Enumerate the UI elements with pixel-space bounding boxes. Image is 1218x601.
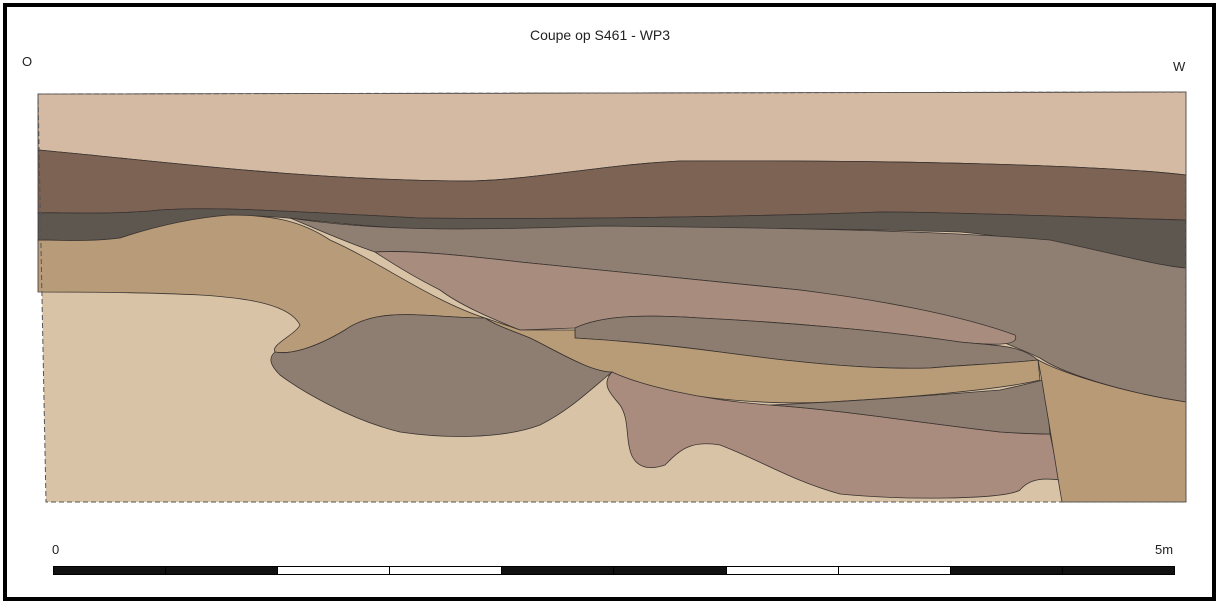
orientation-left-label: O bbox=[22, 54, 33, 69]
scale-bar-segment bbox=[726, 567, 839, 574]
orientation-right-label: W bbox=[1173, 59, 1186, 74]
scale-bar-segment bbox=[614, 567, 727, 574]
scale-bar-segment bbox=[278, 567, 391, 574]
scale-bar-segment bbox=[54, 567, 167, 574]
section-title: Coupe op S461 - WP3 bbox=[529, 27, 671, 43]
tan-right-block bbox=[1037, 359, 1187, 503]
section-outline bbox=[37, 91, 1187, 503]
scale-bar-segment bbox=[390, 567, 503, 574]
scale-bar bbox=[53, 566, 1175, 575]
scale-end-label: 5m bbox=[1155, 542, 1174, 557]
scale-bar-segment bbox=[838, 567, 951, 574]
scale-bar-segment bbox=[502, 567, 615, 574]
scale-bar-segment bbox=[950, 567, 1063, 574]
scale-start-label: 0 bbox=[52, 542, 60, 557]
scale-bar-segment bbox=[1062, 567, 1174, 574]
scale-bar-segment bbox=[166, 567, 279, 574]
